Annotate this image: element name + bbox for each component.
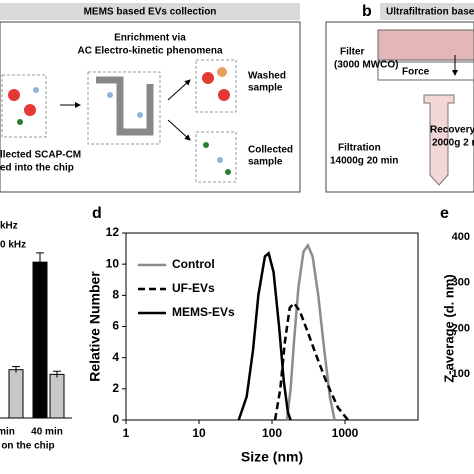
- header-bar: [0, 3, 300, 20]
- collected-label: sample: [248, 157, 283, 168]
- y-tick-label: 4: [112, 350, 119, 364]
- plot-frame: [125, 232, 419, 421]
- filtration-label: 14000g 20 min: [330, 156, 398, 167]
- y-tick-label: 8: [112, 288, 119, 302]
- y-tick-label: 400: [452, 231, 470, 243]
- panel-a-header: MEMS based EVs collection: [84, 7, 217, 18]
- particle: [17, 119, 23, 125]
- panel-letter: e: [440, 205, 449, 222]
- particle: [107, 92, 113, 98]
- arrow: [167, 119, 191, 141]
- bar: [32, 261, 48, 419]
- arrow: [167, 79, 191, 101]
- filtration-label: Filtration: [338, 143, 381, 154]
- error-bar: [12, 366, 20, 373]
- x-tick-label: 1: [123, 426, 130, 440]
- particle: [24, 104, 36, 116]
- filter-base: [377, 61, 474, 81]
- series-line: [285, 242, 336, 421]
- particle: [202, 72, 214, 84]
- particle: [217, 157, 223, 163]
- y-tick-label: 200: [452, 322, 470, 334]
- y-tick-label: 0: [112, 412, 119, 426]
- particle: [137, 112, 143, 118]
- y-tick-label: 2: [112, 381, 119, 395]
- legend-label: Control: [172, 257, 215, 271]
- particle: [217, 67, 227, 77]
- x-tick-label: 40 min: [31, 427, 63, 438]
- panel-letter: b: [362, 3, 372, 20]
- legend-label: 0 kHz: [0, 240, 26, 251]
- washed-label: sample: [248, 83, 283, 94]
- panel-b-header: Ultrafiltration base: [386, 7, 474, 18]
- x-tick-label: 10: [192, 426, 206, 440]
- washed-label: Washed: [248, 71, 286, 82]
- particle: [225, 169, 231, 175]
- force-label: Force: [402, 67, 430, 78]
- panel-a-box: [0, 21, 301, 193]
- y-tick-label: 300: [452, 277, 470, 289]
- collected-label: Collected: [248, 145, 293, 156]
- input-label: ed into the chip: [0, 163, 74, 174]
- filter-chamber: [377, 29, 474, 61]
- panel-letter: d: [92, 205, 102, 222]
- x-tick-label: min: [0, 427, 15, 438]
- panel-b-box: [325, 21, 474, 193]
- particle: [33, 87, 39, 93]
- collected-box: [195, 131, 237, 183]
- y-tick-label: 10: [106, 256, 120, 270]
- y-axis-label: Z-average (d. nm): [441, 274, 456, 382]
- enrichment-text: Enrichment via: [114, 33, 186, 44]
- x-axis-label: on the chip: [1, 441, 54, 452]
- enrichment-text: AC Electro-kinetic phenomena: [77, 46, 222, 57]
- x-axis-label: Size (nm): [241, 449, 303, 465]
- bar: [8, 369, 24, 419]
- error-bar: [53, 370, 61, 378]
- y-tick-label: 100: [452, 368, 470, 380]
- x-tick-label: 100: [262, 426, 282, 440]
- legend-label: UF-EVs: [172, 281, 215, 295]
- legend-label: kHz: [0, 221, 18, 232]
- filter-label: Filter: [340, 47, 365, 58]
- input-label: llected SCAP-CM: [0, 150, 81, 161]
- bar: [49, 373, 65, 419]
- washed-box: [195, 59, 237, 113]
- particle: [8, 89, 20, 101]
- x-tick-label: 1000: [332, 426, 359, 440]
- y-tick-label: 12: [106, 225, 120, 239]
- chip-box: [87, 71, 161, 145]
- legend-label: MEMS-EVs: [172, 305, 235, 319]
- error-bar: [36, 252, 44, 272]
- sample-box: [1, 74, 47, 138]
- chip-channel: [96, 76, 154, 136]
- series-line: [273, 301, 349, 421]
- series-line: [237, 251, 292, 421]
- recovery-label: 2000g 2 m: [432, 138, 474, 149]
- recovery-label: Recovery: [430, 125, 474, 136]
- particle: [218, 89, 230, 101]
- y-tick-label: 6: [112, 319, 119, 333]
- filter-label: (3000 MWCO): [334, 60, 398, 71]
- tube: [423, 94, 455, 186]
- y-axis-label: Relative Number: [87, 271, 103, 382]
- particle: [203, 142, 209, 148]
- header-bar: [380, 3, 474, 20]
